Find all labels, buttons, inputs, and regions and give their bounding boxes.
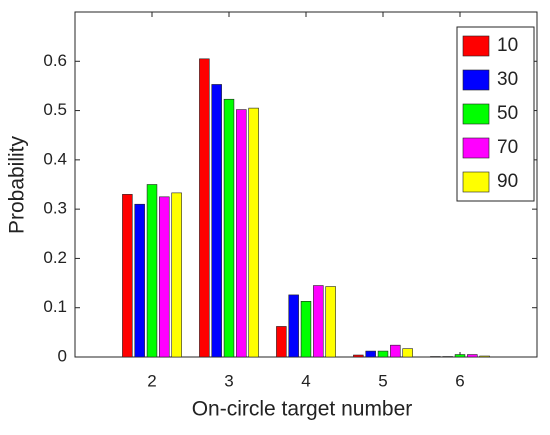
bar [289,295,299,357]
legend-swatch [463,36,489,56]
y-tick-label: 0.1 [43,297,67,316]
legend-label: 10 [497,35,518,56]
x-tick-label: 3 [224,371,233,390]
bar [403,349,413,357]
bar [480,356,490,357]
bar [390,345,400,357]
bar [353,355,363,357]
legend-swatch [463,138,489,158]
bar [135,204,145,357]
bar [159,197,169,357]
bar [122,194,132,357]
legend-label: 30 [497,69,518,90]
y-tick-label: 0.2 [43,248,67,267]
bar [199,59,209,357]
y-tick-label: 0 [58,346,67,365]
y-tick-label: 0.4 [43,149,67,168]
y-tick-label: 0.5 [43,100,67,119]
bar [212,84,222,357]
bar [236,110,246,357]
bar [378,351,388,357]
legend-label: 70 [497,137,518,158]
legend-swatch [463,172,489,192]
bar [301,301,311,357]
x-tick-label: 6 [455,371,464,390]
legend-label: 90 [497,171,518,192]
x-axis-label: On-circle target number [192,398,413,421]
y-tick-label: 0.6 [43,51,67,70]
y-axis-label: Probability [6,135,29,234]
bar [172,193,182,357]
bar [147,185,157,358]
bar [326,287,336,357]
bar [366,351,376,357]
bar [224,99,234,357]
legend-swatch [463,70,489,90]
bar [276,326,286,357]
x-tick-label: 4 [301,371,310,390]
x-tick-label: 5 [378,371,387,390]
legend-label: 50 [497,103,518,124]
legend-swatch [463,104,489,124]
bar [313,286,323,357]
bar [455,355,465,357]
bar [467,355,477,357]
y-tick-label: 0.3 [43,199,67,218]
x-tick-label: 2 [147,371,156,390]
bar [249,108,259,357]
